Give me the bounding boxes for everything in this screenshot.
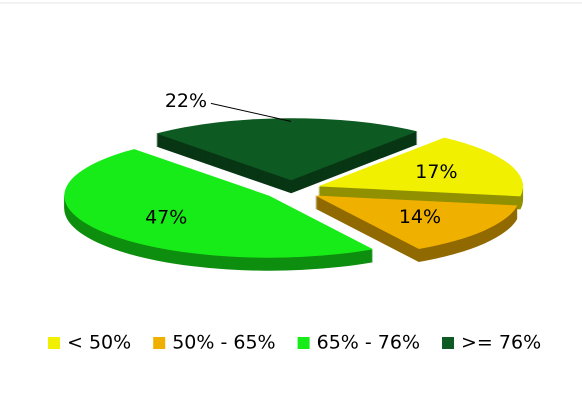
slice-top bbox=[156, 118, 418, 181]
slice-top bbox=[64, 149, 374, 258]
data-label: 47% bbox=[145, 207, 187, 229]
data-label: 17% bbox=[415, 161, 457, 183]
slice-top bbox=[318, 137, 524, 197]
legend-label: 65% - 76% bbox=[317, 332, 420, 354]
legend-swatch bbox=[153, 337, 166, 349]
legend-label: >= 76% bbox=[461, 332, 541, 354]
slice bbox=[318, 137, 524, 210]
data-label: 22% bbox=[165, 90, 207, 112]
data-label: 14% bbox=[399, 206, 441, 228]
legend-swatch bbox=[442, 337, 455, 349]
legend-swatch bbox=[297, 337, 310, 349]
legend-swatch bbox=[48, 337, 60, 349]
slice-top bbox=[315, 195, 518, 250]
legend-label: < 50% bbox=[67, 332, 131, 354]
slice bbox=[156, 118, 418, 194]
legend-label: 50% - 65% bbox=[172, 332, 275, 354]
leader-line bbox=[210, 102, 292, 122]
slice bbox=[64, 149, 374, 271]
slice bbox=[315, 195, 518, 263]
